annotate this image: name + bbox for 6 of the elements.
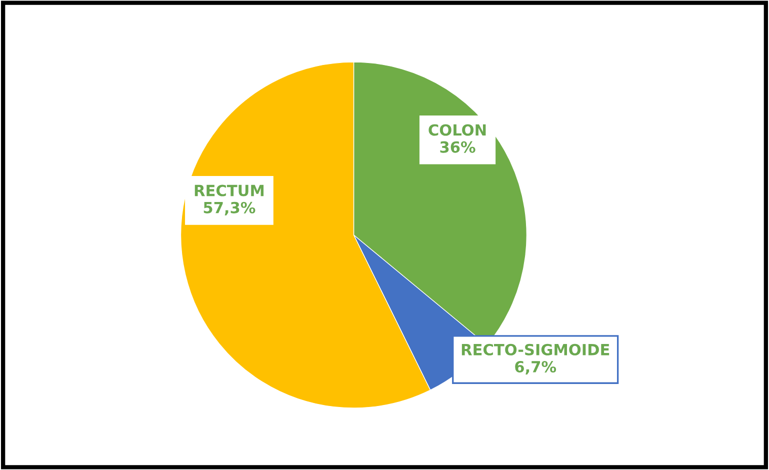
slice-label: COLON: [428, 124, 486, 136]
slice-label: RECTUM: [194, 184, 264, 196]
data-label: 57,3%: [204, 202, 256, 216]
slice-label: RECTO-SIGMOIDE: [462, 344, 610, 356]
data-label: 36%: [440, 141, 476, 153]
data-label: 6,7%: [515, 360, 556, 374]
